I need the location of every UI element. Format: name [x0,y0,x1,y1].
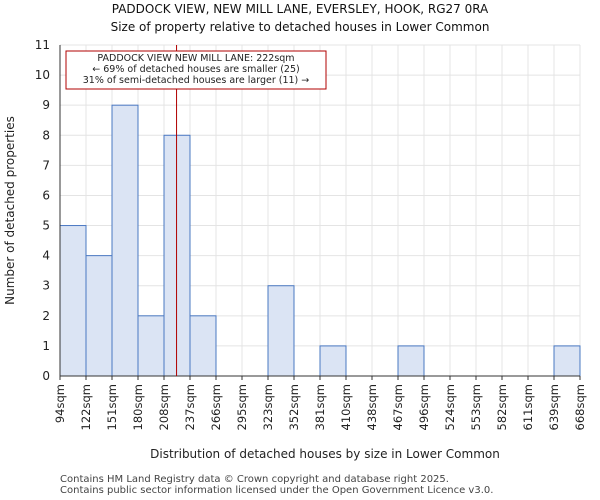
x-tick-label: 496sqm [417,384,431,430]
bar-151sqm [111,104,139,377]
x-tick-label: 122sqm [79,384,93,430]
bar-381sqm [319,345,347,377]
chart-title: PADDOCK VIEW, NEW MILL LANE, EVERSLEY, H… [111,2,489,16]
x-axis-label: Distribution of detached houses by size … [150,447,500,461]
footer-copyright: Contains HM Land Registry data © Crown c… [60,474,449,485]
bar-237sqm [189,315,217,377]
x-tick-label: 467sqm [391,384,405,430]
y-tick-label: 9 [42,98,50,112]
x-tick-label: 553sqm [469,384,483,430]
x-tick-label: 611sqm [521,384,535,430]
y-axis-label: Number of detached properties [3,116,17,305]
bar-122sqm [85,255,113,377]
annotation-line-2: ← 69% of detached houses are smaller (25… [92,64,299,75]
annotation-box: PADDOCK VIEW NEW MILL LANE: 222sqm ← 69%… [65,50,327,90]
bar-94sqm [59,225,87,377]
x-tick-label: 208sqm [157,384,171,430]
annotation-line-1: PADDOCK VIEW NEW MILL LANE: 222sqm [97,53,294,64]
y-tick-label: 10 [35,68,50,82]
annotation-line-3: 31% of semi-detached houses are larger (… [83,75,310,86]
x-tick-label: 237sqm [183,384,197,430]
x-tick-label: 582sqm [495,384,509,430]
x-tick-label: 639sqm [547,384,561,430]
y-tick-label: 3 [42,279,50,293]
y-tick-label: 11 [35,38,50,52]
x-tick-label: 410sqm [339,384,353,430]
footer-licence: Contains public sector information licen… [60,485,494,496]
y-tick-label: 4 [42,249,50,263]
y-tick-label: 6 [42,188,50,202]
x-tick-label: 266sqm [209,384,223,430]
y-tick-label: 7 [42,158,50,172]
x-tick-label: 524sqm [443,384,457,430]
x-tick-label: 381sqm [313,384,327,430]
bars [59,104,581,377]
y-tick-label: 5 [42,219,50,233]
x-tick-label: 295sqm [235,384,249,430]
x-tick-label: 323sqm [261,384,275,430]
x-tick-label: 352sqm [287,384,301,430]
bar-639sqm [553,345,581,377]
x-tick-label: 151sqm [105,384,119,430]
x-tick-label: 94sqm [53,384,67,423]
bar-323sqm [267,285,295,377]
chart-subtitle: Size of property relative to detached ho… [110,20,490,34]
y-tick-label: 1 [42,339,50,353]
x-tick-label: 438sqm [365,384,379,430]
axes: 0 1 2 3 4 5 6 7 8 9 10 11 94sqm 122sqm 151sqm 180sqm 208… [35,38,587,430]
y-tick-label: 0 [42,369,50,383]
bar-467sqm [397,345,425,377]
y-tick-label: 8 [42,128,50,142]
bar-180sqm [137,315,165,377]
x-tick-label: 668sqm [573,384,587,430]
y-tick-label: 2 [42,309,50,323]
x-tick-label: 180sqm [131,384,145,430]
